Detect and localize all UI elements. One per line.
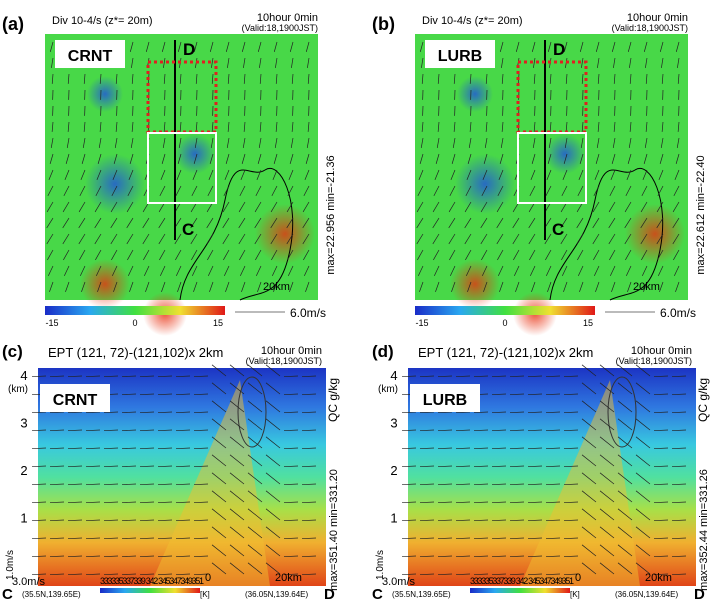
point-label: D <box>553 40 565 59</box>
side-text: max=22.612 min=-22.40 <box>695 155 707 274</box>
panel-letter: (b) <box>372 14 395 34</box>
colorbar-labels: 333335337339 342 345347349351 <box>100 576 204 586</box>
scale-label: 20km <box>633 281 660 293</box>
qc-label: QC g/kg <box>696 378 710 422</box>
distance-zero: 0 <box>575 572 581 584</box>
point-label: D <box>183 40 195 59</box>
colorbar <box>45 306 225 315</box>
colorbar <box>470 588 570 593</box>
field-blob <box>450 259 500 309</box>
distance-zero: 0 <box>205 572 211 584</box>
coordinate: (36.05N,139.64E) <box>615 590 678 599</box>
height-tick: 3 <box>390 416 397 431</box>
scale-label: 20km <box>263 281 290 293</box>
coordinate: (36.05N,139.64E) <box>245 590 308 599</box>
end-label: C <box>372 586 383 599</box>
height-tick: 1 <box>390 511 397 526</box>
colorbar-tick: -15 <box>415 318 428 328</box>
end-label: D <box>694 586 705 599</box>
panel-header: EPT (121, 72)-(121,102)x 2km <box>418 345 593 360</box>
colorbar-unit: [K] <box>570 590 580 599</box>
colorbar <box>415 306 595 315</box>
height-tick: 4 <box>20 368 27 383</box>
distance-scale: 20km <box>275 572 302 584</box>
panel-letter: (c) <box>2 342 23 361</box>
coordinate: (35.5N,139.65E) <box>22 590 81 599</box>
case-label: CRNT <box>53 392 98 409</box>
valid-label: (Valid:18,1900JST) <box>616 356 692 366</box>
colorbar-tick: -15 <box>45 318 58 328</box>
height-unit: (km) <box>378 384 398 395</box>
height-tick: 1 <box>20 511 27 526</box>
panel-header: Div 10-4/s (z*= 20m) <box>422 15 523 27</box>
u-ref: 3.0m/s <box>382 576 416 588</box>
case-label: LURB <box>423 392 467 409</box>
colorbar-unit: [K] <box>200 590 210 599</box>
height-tick: 4 <box>390 368 397 383</box>
panel-letter: (d) <box>372 342 394 361</box>
case-label: LURB <box>438 48 482 65</box>
panel-letter: (a) <box>2 14 24 34</box>
colorbar-tick: 15 <box>583 318 593 328</box>
case-label: CRNT <box>68 48 113 65</box>
end-label: C <box>2 586 13 599</box>
coordinate: (35.5N,139.65E) <box>392 590 451 599</box>
colorbar <box>100 588 200 593</box>
field-blob <box>80 259 130 309</box>
panel-header: Div 10-4/s (z*= 20m) <box>52 15 153 27</box>
height-tick: 2 <box>20 463 27 478</box>
valid-label: (Valid:18,1900JST) <box>612 23 688 33</box>
side-text: max=351.40 min=331.20 <box>328 469 340 591</box>
qc-label: QC g/kg <box>326 378 340 422</box>
field-blob <box>457 76 493 112</box>
colorbar-labels: 333335337339 342 345347349351 <box>470 576 574 586</box>
end-label: D <box>324 586 335 599</box>
vector-ref: 6.0m/s <box>290 306 326 320</box>
vector-ref: 6.0m/s <box>660 306 696 320</box>
valid-label: (Valid:18,1900JST) <box>246 356 322 366</box>
panel-header: EPT (121, 72)-(121,102)x 2km <box>48 345 223 360</box>
side-text: max=22.956 min=-21.36 <box>325 155 337 274</box>
distance-scale: 20km <box>645 572 672 584</box>
point-label: C <box>182 220 194 239</box>
u-ref: 3.0m/s <box>12 576 46 588</box>
colorbar-tick: 0 <box>132 318 137 328</box>
side-text: max=352.44 min=331.26 <box>698 469 710 591</box>
point-label: C <box>552 220 564 239</box>
height-tick: 2 <box>390 463 397 478</box>
height-tick: 3 <box>20 416 27 431</box>
valid-label: (Valid:18,1900JST) <box>242 23 318 33</box>
colorbar-tick: 0 <box>502 318 507 328</box>
height-unit: (km) <box>8 384 28 395</box>
field-blob <box>87 76 123 112</box>
colorbar-tick: 15 <box>213 318 223 328</box>
